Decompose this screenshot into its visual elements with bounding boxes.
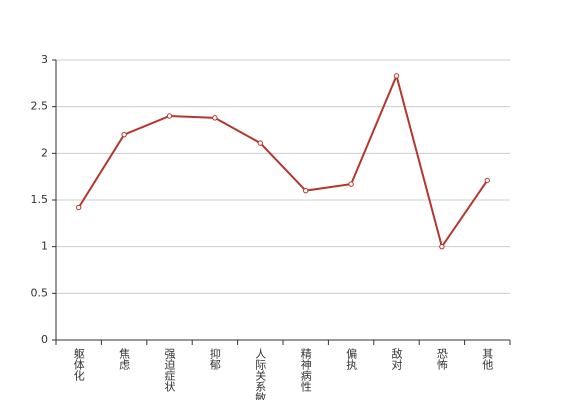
x-tick-label: 人际关系敏感 bbox=[254, 348, 267, 400]
x-tick-label: 焦虑 bbox=[118, 348, 131, 370]
point bbox=[76, 204, 82, 211]
x-tick-label: 抑郁 bbox=[208, 347, 221, 370]
point bbox=[166, 113, 173, 119]
y-tick-label: 1 bbox=[41, 240, 48, 253]
line bbox=[77, 72, 489, 250]
x-tick-label: 精神病性 bbox=[299, 348, 312, 393]
point bbox=[303, 187, 309, 194]
x-tick-label: 恐怖 bbox=[435, 348, 448, 370]
y-tick-label: 1.5 bbox=[31, 193, 49, 206]
point bbox=[212, 115, 218, 121]
y-tick-label: 3 bbox=[41, 53, 48, 66]
point bbox=[121, 131, 127, 138]
x-tick-label: 偏执 bbox=[345, 347, 358, 371]
x-tick-label: 敌对 bbox=[390, 347, 403, 370]
x-tick-label: 强迫症状 bbox=[163, 348, 176, 392]
point bbox=[348, 181, 354, 187]
point bbox=[393, 73, 400, 79]
x-tick-label: 其他 bbox=[481, 348, 494, 370]
point bbox=[257, 140, 263, 146]
point bbox=[484, 177, 490, 184]
y-tick-label: 0.5 bbox=[31, 286, 49, 299]
x-tick-label: 躯体化 bbox=[72, 348, 85, 382]
y-tick-label: 0 bbox=[41, 333, 48, 346]
y-tick-label: 2 bbox=[41, 146, 48, 159]
point bbox=[439, 243, 445, 250]
y-tick-label: 2.5 bbox=[31, 100, 49, 113]
